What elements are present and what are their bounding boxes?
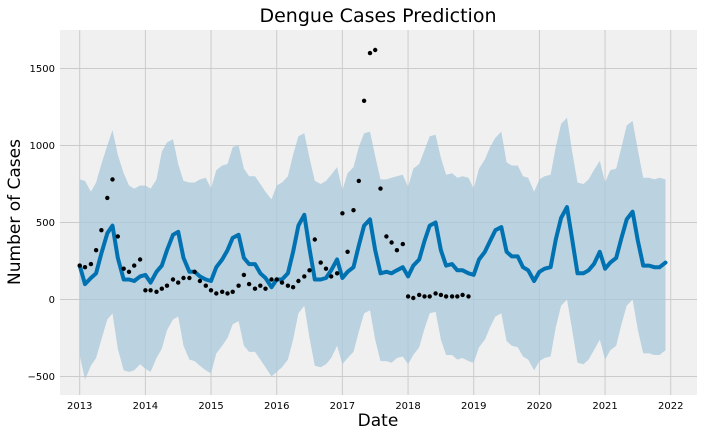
y-axis-label: Number of Cases	[5, 139, 25, 285]
observed-points	[77, 47, 471, 301]
chart-title: Dengue Cases Prediction	[259, 5, 496, 27]
observed-point	[373, 47, 378, 53]
observed-point	[356, 178, 361, 184]
x-tick-label: 2016	[264, 401, 289, 412]
observed-point	[181, 275, 186, 281]
observed-point	[236, 283, 241, 288]
observed-point	[263, 286, 268, 291]
observed-point	[455, 294, 460, 299]
observed-point	[345, 249, 350, 254]
x-tick-label: 2014	[133, 401, 158, 412]
x-tick-label: 2020	[527, 401, 552, 412]
observed-point	[274, 277, 279, 282]
y-axis-ticks: −500 0 500 1000 1500	[28, 64, 55, 383]
observed-point	[176, 280, 181, 285]
observed-point	[367, 50, 373, 56]
observed-point	[443, 294, 449, 299]
observed-point	[384, 234, 389, 239]
x-tick-label: 2021	[592, 401, 617, 412]
observed-point	[405, 294, 411, 299]
observed-point	[290, 285, 296, 290]
observed-point	[77, 263, 82, 268]
observed-point	[137, 257, 143, 262]
observed-point	[285, 283, 291, 288]
observed-point	[466, 294, 471, 299]
x-tick-label: 2015	[198, 401, 223, 412]
observed-point	[208, 288, 214, 293]
y-tick-label: 1500	[30, 64, 55, 75]
observed-point	[389, 240, 394, 245]
observed-point	[449, 294, 455, 299]
observed-point	[225, 291, 230, 296]
uncertainty-interval-band	[79, 117, 666, 380]
observed-point	[197, 278, 203, 284]
observed-point	[93, 248, 99, 253]
x-tick-label: 2013	[67, 401, 92, 412]
observed-point	[115, 234, 121, 239]
observed-point	[329, 274, 334, 279]
observed-point	[203, 283, 208, 288]
observed-point	[307, 268, 312, 273]
observed-point	[312, 237, 317, 242]
observed-point	[192, 269, 197, 274]
observed-point	[378, 186, 383, 191]
y-tick-label: 1000	[30, 141, 55, 152]
observed-point	[269, 277, 274, 282]
observed-point	[82, 265, 88, 270]
observed-point	[170, 277, 176, 282]
observed-point	[252, 286, 258, 291]
observed-point	[246, 281, 252, 287]
observed-point	[132, 263, 137, 268]
x-axis-ticks: 2013 2014 2015 2016 2017 2018 2019 2020 2021 2022	[67, 401, 683, 412]
observed-point	[433, 291, 438, 296]
observed-point	[323, 266, 329, 271]
observed-point	[318, 260, 323, 265]
forecast-line	[77, 205, 668, 290]
observed-point	[105, 195, 110, 201]
observed-point	[427, 294, 432, 299]
observed-point	[126, 269, 132, 274]
observed-point	[230, 289, 235, 294]
x-axis-label: Date	[358, 411, 399, 431]
observed-point	[258, 283, 263, 288]
observed-point	[400, 241, 405, 247]
observed-point	[296, 278, 301, 284]
observed-point	[417, 292, 422, 298]
observed-point	[159, 286, 164, 291]
observed-point	[340, 211, 345, 216]
x-tick-label: 2022	[658, 401, 683, 412]
observed-point	[88, 261, 94, 267]
x-tick-label: 2017	[330, 401, 355, 412]
observed-point	[214, 291, 219, 296]
observed-point	[361, 98, 367, 104]
observed-point	[334, 271, 340, 276]
observed-point	[460, 292, 465, 298]
observed-point	[110, 177, 115, 182]
observed-point	[422, 294, 427, 299]
observed-point	[143, 288, 148, 293]
x-tick-label: 2019	[461, 401, 486, 412]
y-tick-label: 500	[36, 218, 55, 229]
observed-point	[164, 283, 170, 288]
observed-point	[394, 248, 400, 253]
y-tick-label: −500	[28, 372, 55, 383]
observed-point	[148, 288, 153, 293]
observed-point	[121, 266, 126, 271]
observed-point	[438, 292, 444, 298]
observed-point	[411, 295, 416, 301]
observed-point	[220, 289, 225, 294]
x-tick-label: 2018	[395, 401, 420, 412]
observed-point	[187, 275, 192, 281]
observed-point	[154, 289, 159, 294]
observed-point	[302, 274, 307, 279]
y-tick-label: 0	[49, 295, 55, 306]
observed-point	[241, 272, 247, 278]
observed-point	[99, 228, 104, 233]
observed-point	[351, 208, 356, 213]
observed-point	[279, 280, 285, 285]
